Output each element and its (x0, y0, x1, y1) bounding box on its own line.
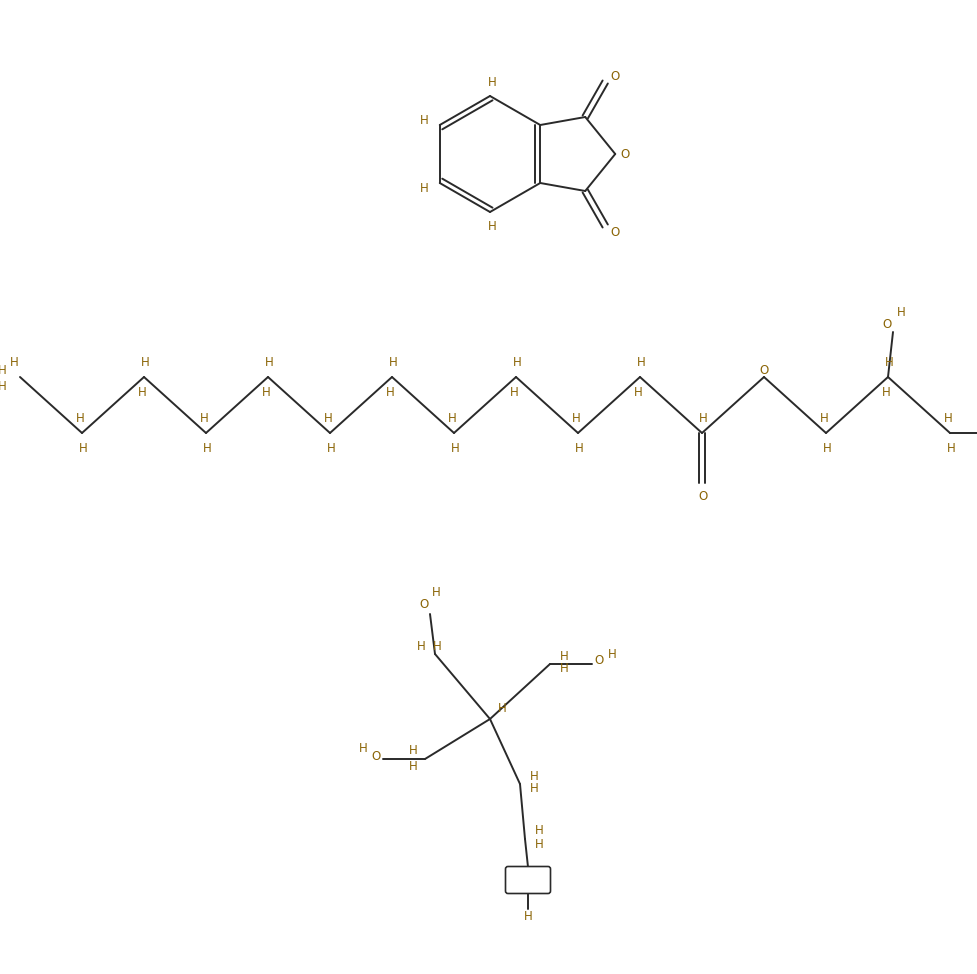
Text: H: H (947, 441, 956, 455)
Text: H: H (262, 386, 271, 398)
Text: O: O (594, 655, 604, 667)
Text: H: H (419, 181, 428, 195)
Text: H: H (78, 441, 87, 455)
Text: H: H (574, 441, 583, 455)
Text: H: H (265, 356, 274, 368)
Text: H: H (432, 585, 441, 598)
Text: H: H (202, 441, 211, 455)
Text: O: O (759, 364, 769, 378)
Text: H: H (0, 364, 7, 378)
Text: O: O (882, 318, 892, 330)
Text: H: H (326, 441, 335, 455)
Text: H: H (10, 356, 19, 368)
Text: H: H (497, 702, 506, 716)
Text: H: H (389, 356, 398, 368)
Text: H: H (524, 911, 532, 923)
Text: H: H (488, 76, 496, 89)
Text: H: H (0, 381, 7, 393)
Text: H: H (637, 356, 646, 368)
Text: H: H (944, 411, 953, 425)
Text: H: H (823, 441, 831, 455)
FancyBboxPatch shape (505, 867, 550, 893)
Text: H: H (199, 411, 208, 425)
Text: H: H (884, 356, 893, 368)
Text: H: H (560, 650, 569, 662)
Text: H: H (419, 114, 428, 127)
Text: H: H (359, 742, 367, 756)
Text: H: H (699, 411, 707, 425)
Text: Abs: Abs (518, 875, 538, 885)
Text: H: H (530, 782, 538, 796)
Text: H: H (433, 640, 442, 653)
Text: H: H (416, 640, 425, 653)
Text: H: H (408, 744, 417, 758)
Text: H: H (408, 761, 417, 773)
Text: H: H (447, 411, 456, 425)
Text: H: H (488, 219, 496, 233)
Text: H: H (138, 386, 147, 398)
Text: H: H (513, 356, 522, 368)
Text: H: H (323, 411, 332, 425)
Text: H: H (634, 386, 642, 398)
Text: H: H (572, 411, 580, 425)
Text: H: H (141, 356, 149, 368)
Text: H: H (881, 386, 890, 398)
Text: H: H (450, 441, 459, 455)
Text: O: O (611, 226, 619, 239)
Text: H: H (386, 386, 395, 398)
Text: O: O (620, 147, 630, 161)
Text: H: H (897, 306, 906, 318)
Text: O: O (699, 490, 707, 503)
Text: H: H (560, 662, 569, 676)
Text: H: H (608, 648, 616, 660)
Text: H: H (534, 838, 543, 850)
Text: H: H (820, 411, 828, 425)
Text: O: O (611, 69, 619, 83)
Text: H: H (534, 825, 543, 838)
Text: O: O (419, 597, 429, 611)
Text: H: H (75, 411, 84, 425)
Text: H: H (510, 386, 519, 398)
Text: H: H (530, 769, 538, 782)
Text: O: O (371, 750, 381, 763)
